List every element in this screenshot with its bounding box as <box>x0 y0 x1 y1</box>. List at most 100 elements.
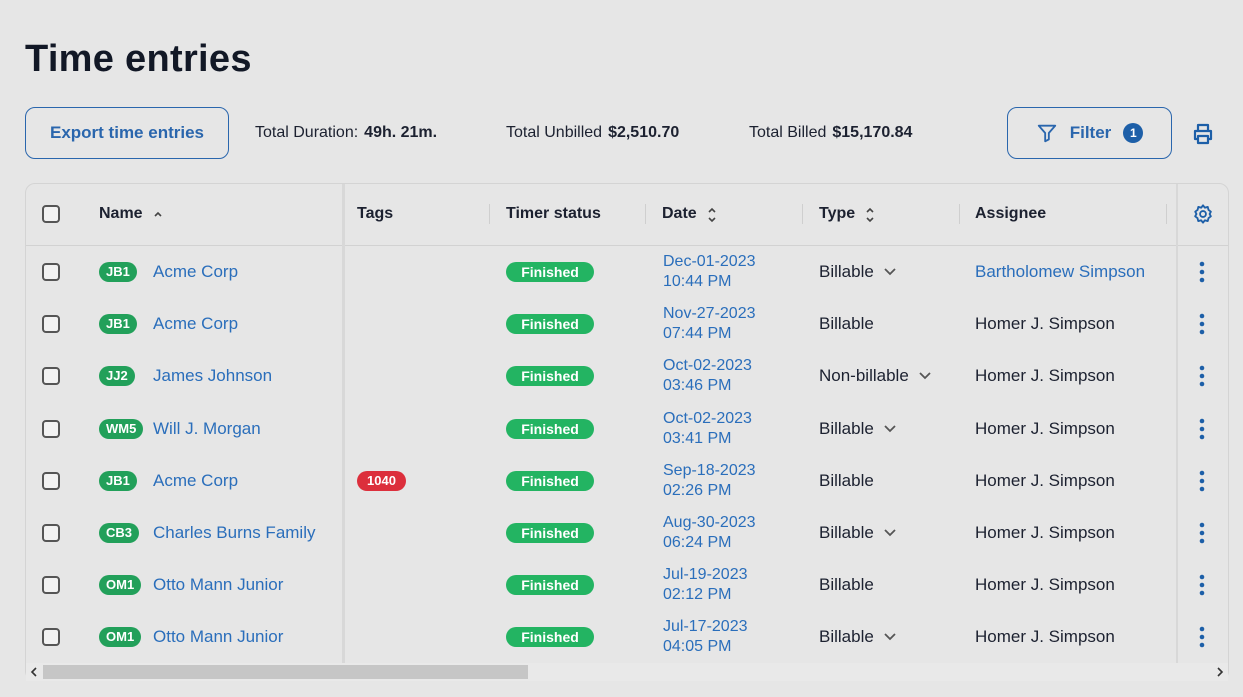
date-time[interactable]: Dec-01-2023 10:44 PM <box>663 252 756 292</box>
client-name[interactable]: James Johnson <box>153 366 273 386</box>
select-all-checkbox[interactable] <box>42 205 60 223</box>
date-time[interactable]: Nov-27-2023 07:44 PM <box>663 304 756 344</box>
export-button[interactable]: Export time entries <box>25 107 229 159</box>
row-checkbox[interactable] <box>42 419 60 438</box>
column-separator <box>489 204 490 224</box>
column-separator <box>1166 204 1167 224</box>
entry-type: Billable <box>819 314 874 334</box>
row-checkbox[interactable] <box>42 263 60 281</box>
type-dropdown[interactable] <box>883 631 897 642</box>
time: 07:44 PM <box>663 325 732 343</box>
date-time[interactable]: Jul-19-2023 02:12 PM <box>663 565 748 605</box>
scroll-left[interactable] <box>29 666 39 678</box>
sticky-column-edge <box>1176 184 1178 664</box>
table-row: JB1 Acme Corp Finished Nov-27-2023 07:44 PM B… <box>26 298 1228 350</box>
row-actions[interactable] <box>1196 261 1208 283</box>
client-badge: JJ2 <box>99 366 135 387</box>
filter-button[interactable]: Filter 1 <box>1007 107 1172 159</box>
filter-label: Filter <box>1069 123 1112 142</box>
assignee[interactable]: Bartholomew Simpson <box>975 262 1146 281</box>
client-badge: JB1 <box>99 470 137 491</box>
tag: 1040 <box>357 470 406 491</box>
row-actions[interactable] <box>1196 522 1208 544</box>
row-checkbox[interactable] <box>42 367 60 386</box>
column-separator <box>645 204 646 224</box>
client-badge: OM1 <box>99 627 142 648</box>
row-checkbox[interactable] <box>42 471 60 490</box>
client-badge: CB3 <box>99 523 140 543</box>
entry-type[interactable]: Billable <box>819 418 874 438</box>
client-badge: JB1 <box>99 314 137 335</box>
client-name[interactable]: Will J. Morgan <box>153 418 261 438</box>
date: Jul-17-2023 <box>663 618 748 636</box>
type-dropdown[interactable] <box>883 266 897 277</box>
assignee: Homer J. Simpson <box>975 366 1115 386</box>
assignee: Homer J. Simpson <box>975 575 1115 595</box>
type-dropdown[interactable] <box>883 423 897 434</box>
date: Nov-27-2023 <box>663 305 756 323</box>
type-dropdown[interactable] <box>883 527 897 538</box>
timer-status: Finished <box>506 523 594 543</box>
client-name[interactable]: Acme Corp <box>153 314 239 334</box>
row-actions[interactable] <box>1196 418 1208 440</box>
column-separator <box>802 204 803 224</box>
timer-status: Finished <box>506 418 594 439</box>
client-name[interactable]: Otto Mann Junior <box>153 627 284 647</box>
column-header[interactable]: Type <box>819 205 856 222</box>
row-actions[interactable] <box>1196 313 1208 335</box>
date-time[interactable]: Jul-17-2023 04:05 PM <box>663 617 748 657</box>
client-name[interactable]: Otto Mann Junior <box>153 575 284 595</box>
row-checkbox[interactable] <box>42 628 60 647</box>
time: 03:41 PM <box>663 429 732 447</box>
column-header: Tags <box>357 205 394 222</box>
timer-status: Finished <box>506 366 594 387</box>
sort-icon <box>708 207 716 223</box>
row-actions[interactable] <box>1196 365 1208 387</box>
stat-value: $2,510.70 <box>608 124 680 141</box>
row-checkbox[interactable] <box>42 524 60 542</box>
date-time[interactable]: Oct-02-2023 03:41 PM <box>663 409 752 449</box>
entry-type: Billable <box>819 470 874 490</box>
row-actions[interactable] <box>1196 626 1208 648</box>
header-divider <box>26 245 1228 246</box>
timer-status: Finished <box>506 470 594 491</box>
client-name[interactable]: Charles Burns Family <box>153 523 316 542</box>
row-checkbox[interactable] <box>42 576 60 595</box>
time: 06:24 PM <box>663 534 732 551</box>
client-name[interactable]: Acme Corp <box>153 262 239 281</box>
column-header: Timer status <box>506 205 601 222</box>
type-dropdown[interactable] <box>918 370 932 381</box>
table-row: JB1 Acme Corp 1040 Finished Sep-18-2023 02:26… <box>26 455 1228 507</box>
date: Sep-18-2023 <box>663 461 756 479</box>
column-header[interactable]: Date <box>662 205 697 222</box>
column-header[interactable]: Name <box>99 205 143 222</box>
time: 04:05 PM <box>663 638 732 656</box>
assignee: Homer J. Simpson <box>975 314 1115 334</box>
row-actions[interactable] <box>1196 574 1208 596</box>
entry-type: Billable <box>819 575 874 595</box>
scrollbar-thumb[interactable] <box>43 665 528 679</box>
date-time[interactable]: Sep-18-2023 02:26 PM <box>663 461 756 501</box>
settings-icon[interactable] <box>1192 203 1214 225</box>
scroll-right[interactable] <box>1215 666 1225 678</box>
client-name[interactable]: Acme Corp <box>153 470 239 490</box>
row-actions[interactable] <box>1196 470 1208 492</box>
filter-count: 1 <box>1123 123 1144 143</box>
date-time[interactable]: Oct-02-2023 03:46 PM <box>663 356 752 396</box>
entry-type[interactable]: Non-billable <box>819 366 909 386</box>
date: Oct-02-2023 <box>663 409 752 427</box>
row-checkbox[interactable] <box>42 315 60 334</box>
entry-type[interactable]: Billable <box>819 262 874 281</box>
time: 02:26 PM <box>663 481 732 499</box>
total-duration: Total Duration: 49h. 21m. <box>255 124 437 142</box>
sort-asc-icon <box>154 211 162 217</box>
entry-type[interactable]: Billable <box>819 523 874 542</box>
print-icon[interactable] <box>1191 122 1215 146</box>
column-separator <box>959 204 960 224</box>
date-time[interactable]: Aug-30-2023 06:24 PM <box>663 513 756 553</box>
stat-label: Total Duration: <box>255 124 359 141</box>
table-row: OM1 Otto Mann Junior Finished Jul-19-2023 02… <box>26 559 1228 611</box>
entry-type[interactable]: Billable <box>819 627 874 647</box>
